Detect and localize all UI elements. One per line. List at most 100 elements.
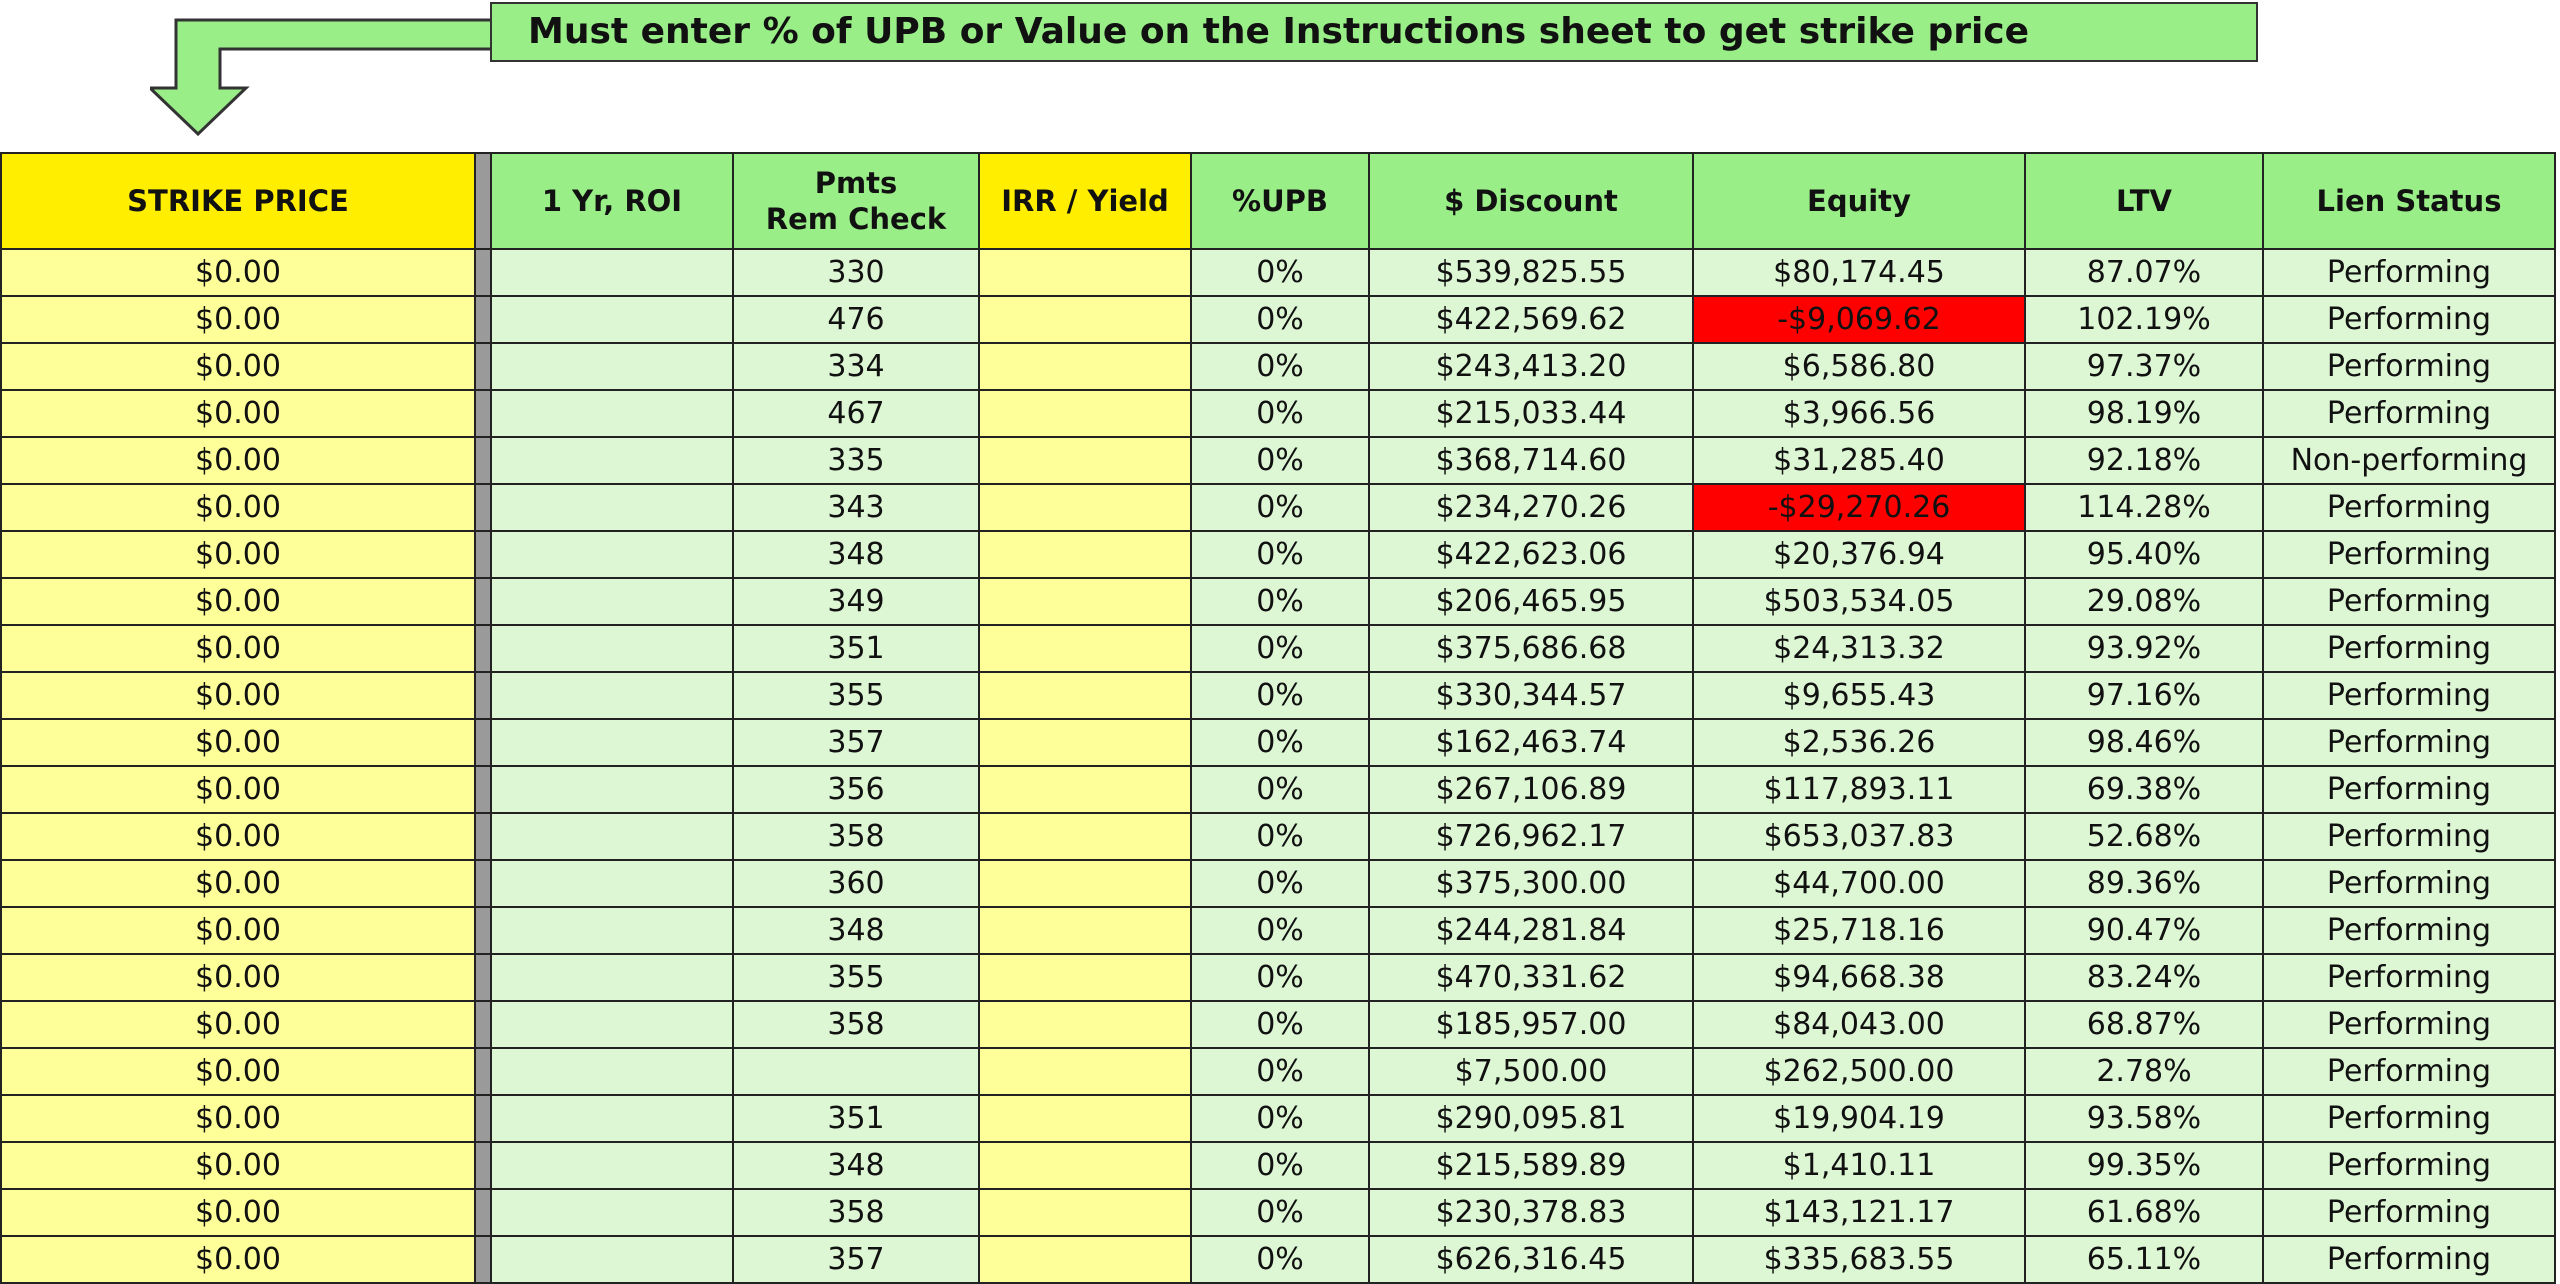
ltv-cell[interactable]: 93.92%: [2024, 624, 2264, 673]
irr-yield-cell[interactable]: [978, 1000, 1192, 1049]
upb-cell[interactable]: 0%: [1190, 1094, 1370, 1143]
equity-cell[interactable]: $19,904.19: [1692, 1094, 2026, 1143]
irr-yield-cell[interactable]: [978, 248, 1192, 297]
ltv-cell[interactable]: 98.19%: [2024, 389, 2264, 438]
pmts-rem-check-cell[interactable]: 334: [732, 342, 980, 391]
pmts-rem-check-cell[interactable]: 356: [732, 765, 980, 814]
equity-cell[interactable]: $6,586.80: [1692, 342, 2026, 391]
equity-cell[interactable]: $9,655.43: [1692, 671, 2026, 720]
discount-cell[interactable]: $7,500.00: [1368, 1047, 1694, 1096]
equity-cell[interactable]: $3,966.56: [1692, 389, 2026, 438]
discount-cell[interactable]: $267,106.89: [1368, 765, 1694, 814]
roi-cell[interactable]: [490, 671, 734, 720]
irr-yield-cell[interactable]: [978, 389, 1192, 438]
strike-price-cell[interactable]: $0.00: [0, 1235, 476, 1284]
discount-cell[interactable]: $244,281.84: [1368, 906, 1694, 955]
lien-status-cell[interactable]: Performing: [2262, 342, 2556, 391]
ltv-cell[interactable]: 69.38%: [2024, 765, 2264, 814]
pmts-rem-check-cell[interactable]: 349: [732, 577, 980, 626]
strike-price-cell[interactable]: $0.00: [0, 530, 476, 579]
ltv-cell[interactable]: 98.46%: [2024, 718, 2264, 767]
ltv-cell[interactable]: 90.47%: [2024, 906, 2264, 955]
lien-status-cell[interactable]: Performing: [2262, 1141, 2556, 1190]
upb-cell[interactable]: 0%: [1190, 1235, 1370, 1284]
pmts-rem-check-cell[interactable]: 351: [732, 624, 980, 673]
irr-yield-cell[interactable]: [978, 812, 1192, 861]
upb-cell[interactable]: 0%: [1190, 765, 1370, 814]
lien-status-cell[interactable]: Performing: [2262, 389, 2556, 438]
lien-status-cell[interactable]: Performing: [2262, 1094, 2556, 1143]
discount-cell[interactable]: $206,465.95: [1368, 577, 1694, 626]
discount-cell[interactable]: $230,378.83: [1368, 1188, 1694, 1237]
lien-status-cell[interactable]: Performing: [2262, 577, 2556, 626]
ltv-cell[interactable]: 68.87%: [2024, 1000, 2264, 1049]
equity-cell[interactable]: $117,893.11: [1692, 765, 2026, 814]
ltv-cell[interactable]: 2.78%: [2024, 1047, 2264, 1096]
strike-price-cell[interactable]: $0.00: [0, 1141, 476, 1190]
discount-cell[interactable]: $626,316.45: [1368, 1235, 1694, 1284]
ltv-cell[interactable]: 29.08%: [2024, 577, 2264, 626]
lien-status-cell[interactable]: Performing: [2262, 1188, 2556, 1237]
pmts-rem-check-cell[interactable]: 343: [732, 483, 980, 532]
strike-price-cell[interactable]: $0.00: [0, 342, 476, 391]
discount-cell[interactable]: $215,033.44: [1368, 389, 1694, 438]
col-header-ltv[interactable]: LTV: [2024, 152, 2264, 250]
equity-cell[interactable]: $653,037.83: [1692, 812, 2026, 861]
upb-cell[interactable]: 0%: [1190, 436, 1370, 485]
lien-status-cell[interactable]: Performing: [2262, 295, 2556, 344]
irr-yield-cell[interactable]: [978, 295, 1192, 344]
lien-status-cell[interactable]: Performing: [2262, 530, 2556, 579]
upb-cell[interactable]: 0%: [1190, 1047, 1370, 1096]
strike-price-cell[interactable]: $0.00: [0, 671, 476, 720]
upb-cell[interactable]: 0%: [1190, 483, 1370, 532]
discount-cell[interactable]: $185,957.00: [1368, 1000, 1694, 1049]
irr-yield-cell[interactable]: [978, 859, 1192, 908]
strike-price-cell[interactable]: $0.00: [0, 248, 476, 297]
lien-status-cell[interactable]: Performing: [2262, 765, 2556, 814]
ltv-cell[interactable]: 97.16%: [2024, 671, 2264, 720]
upb-cell[interactable]: 0%: [1190, 812, 1370, 861]
pmts-rem-check-cell[interactable]: 330: [732, 248, 980, 297]
irr-yield-cell[interactable]: [978, 906, 1192, 955]
irr-yield-cell[interactable]: [978, 342, 1192, 391]
irr-yield-cell[interactable]: [978, 436, 1192, 485]
ltv-cell[interactable]: 95.40%: [2024, 530, 2264, 579]
pmts-rem-check-cell[interactable]: 358: [732, 812, 980, 861]
roi-cell[interactable]: [490, 342, 734, 391]
strike-price-cell[interactable]: $0.00: [0, 624, 476, 673]
discount-cell[interactable]: $375,300.00: [1368, 859, 1694, 908]
roi-cell[interactable]: [490, 624, 734, 673]
pmts-rem-check-cell[interactable]: 358: [732, 1000, 980, 1049]
pmts-rem-check-cell[interactable]: 348: [732, 1141, 980, 1190]
discount-cell[interactable]: $539,825.55: [1368, 248, 1694, 297]
roi-cell[interactable]: [490, 1047, 734, 1096]
roi-cell[interactable]: [490, 1188, 734, 1237]
upb-cell[interactable]: 0%: [1190, 1188, 1370, 1237]
irr-yield-cell[interactable]: [978, 624, 1192, 673]
discount-cell[interactable]: $422,569.62: [1368, 295, 1694, 344]
col-header-pmts-rem-check[interactable]: Pmts Rem Check: [732, 152, 980, 250]
irr-yield-cell[interactable]: [978, 1094, 1192, 1143]
roi-cell[interactable]: [490, 859, 734, 908]
roi-cell[interactable]: [490, 1141, 734, 1190]
discount-cell[interactable]: $422,623.06: [1368, 530, 1694, 579]
upb-cell[interactable]: 0%: [1190, 953, 1370, 1002]
upb-cell[interactable]: 0%: [1190, 342, 1370, 391]
pmts-rem-check-cell[interactable]: 348: [732, 530, 980, 579]
roi-cell[interactable]: [490, 1000, 734, 1049]
roi-cell[interactable]: [490, 483, 734, 532]
strike-price-cell[interactable]: $0.00: [0, 812, 476, 861]
strike-price-cell[interactable]: $0.00: [0, 483, 476, 532]
col-header-discount[interactable]: $ Discount: [1368, 152, 1694, 250]
upb-cell[interactable]: 0%: [1190, 624, 1370, 673]
lien-status-cell[interactable]: Performing: [2262, 718, 2556, 767]
lien-status-cell[interactable]: Performing: [2262, 248, 2556, 297]
strike-price-cell[interactable]: $0.00: [0, 577, 476, 626]
upb-cell[interactable]: 0%: [1190, 577, 1370, 626]
irr-yield-cell[interactable]: [978, 483, 1192, 532]
roi-cell[interactable]: [490, 389, 734, 438]
upb-cell[interactable]: 0%: [1190, 389, 1370, 438]
upb-cell[interactable]: 0%: [1190, 671, 1370, 720]
ltv-cell[interactable]: 52.68%: [2024, 812, 2264, 861]
ltv-cell[interactable]: 61.68%: [2024, 1188, 2264, 1237]
